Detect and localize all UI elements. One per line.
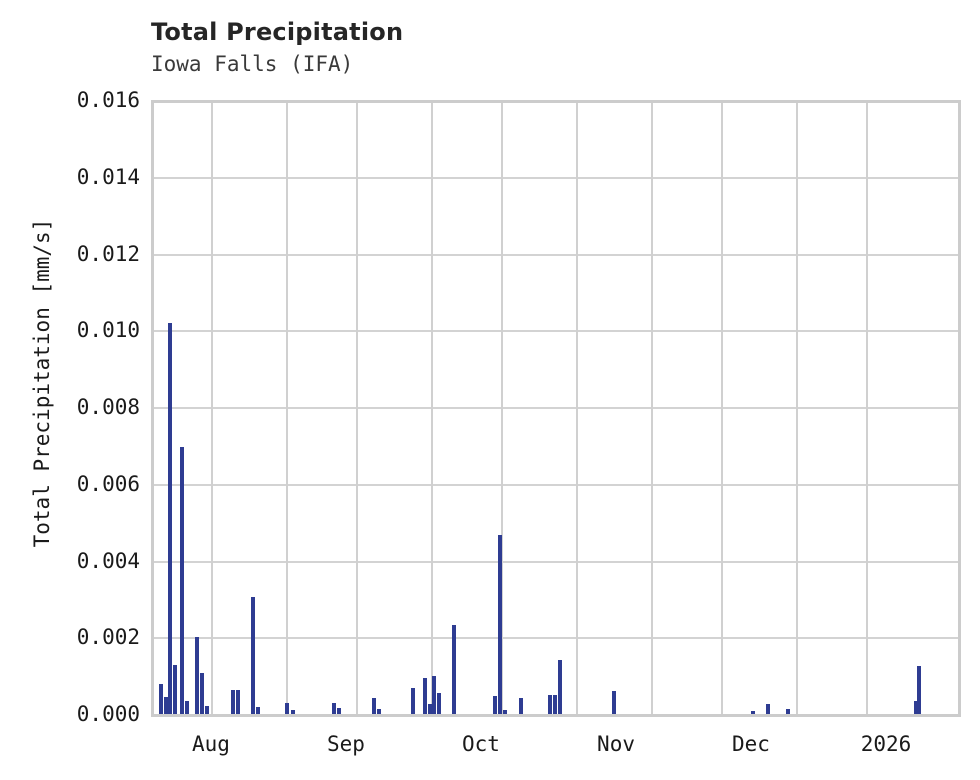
plot-frame-bottom [151, 714, 961, 717]
x-axis-tick-label: Oct [462, 732, 500, 756]
plot-frame-left [151, 100, 154, 717]
x-axis-tick-label: Sep [326, 732, 365, 756]
gridline-vertical [501, 100, 503, 717]
y-axis-tick-label: 0.008 [76, 395, 140, 419]
bar [159, 684, 163, 714]
bar [432, 675, 436, 714]
bar [195, 637, 199, 714]
x-axis-tick-label: Dec [731, 732, 770, 756]
bar [612, 690, 616, 714]
y-axis-tick-label: 0.004 [76, 548, 140, 573]
x-axis-tick-label: Nov [597, 732, 635, 756]
bar [437, 692, 441, 714]
gridline-horizontal [151, 253, 961, 256]
bar [332, 702, 336, 714]
bar [180, 447, 184, 714]
bar [256, 707, 260, 714]
gridline-horizontal [151, 560, 961, 563]
bar [173, 664, 177, 714]
gridline-horizontal [151, 176, 961, 179]
plot-area [151, 100, 961, 717]
y-axis-label: Total Precipitation [mm/s] [30, 218, 54, 548]
bar [291, 710, 295, 714]
gridline-horizontal [151, 407, 961, 409]
y-axis-tick-label: 0.006 [76, 471, 140, 496]
chart-title: Total Precipitation [151, 18, 404, 46]
bar [766, 704, 770, 714]
y-axis-ticks: 0.000 0.002 0.004 0.006 0.008 0.010 0.012 0.014… [0, 0, 140, 780]
gridline-vertical [866, 100, 868, 717]
bar [423, 677, 427, 714]
bar [498, 534, 502, 714]
bar [548, 694, 552, 714]
bar [786, 709, 790, 714]
gridline-vertical [356, 100, 358, 717]
bar [493, 695, 497, 714]
bar [411, 687, 415, 714]
gridline-vertical [211, 100, 213, 717]
bar [168, 322, 172, 714]
bar [285, 703, 289, 714]
chart-subtitle: Iowa Falls (IFA) [151, 52, 354, 76]
gridline-vertical [651, 100, 653, 717]
bar [503, 710, 507, 714]
gridline-horizontal [151, 483, 961, 486]
bar [519, 697, 523, 714]
x-axis-tick-label: 2026 [860, 732, 912, 756]
bar [205, 706, 209, 714]
y-axis-tick-label: 0.002 [76, 625, 140, 650]
x-axis-tick-label: Aug [191, 732, 230, 756]
bar [452, 624, 456, 714]
bar [751, 710, 755, 714]
bar [553, 694, 557, 714]
bar [185, 700, 189, 714]
bar [428, 704, 432, 714]
y-axis-tick-label: 0.014 [76, 164, 140, 189]
bar [164, 696, 168, 714]
gridline-vertical [576, 100, 578, 717]
plot-frame-right [958, 100, 961, 717]
bar [914, 700, 918, 714]
gridline-vertical [431, 100, 433, 717]
gridline-horizontal [151, 637, 961, 640]
y-axis-tick-label: 0.010 [76, 318, 140, 343]
bar [558, 659, 562, 714]
y-axis-tick-label: 0.016 [76, 88, 140, 112]
bar [231, 689, 235, 714]
bar [372, 698, 376, 714]
y-axis-tick-label: 0.012 [76, 241, 140, 266]
gridline-vertical [286, 100, 288, 717]
plot-frame-top [151, 100, 961, 103]
gridline-vertical [796, 100, 798, 717]
bar [917, 666, 921, 714]
bar [236, 690, 240, 714]
gridline-horizontal [151, 330, 961, 333]
bar [251, 596, 255, 714]
bar [377, 708, 381, 714]
bar [337, 708, 341, 714]
gridline-vertical [721, 100, 723, 717]
bar [200, 672, 204, 714]
y-axis-tick-label: 0.000 [76, 702, 140, 726]
